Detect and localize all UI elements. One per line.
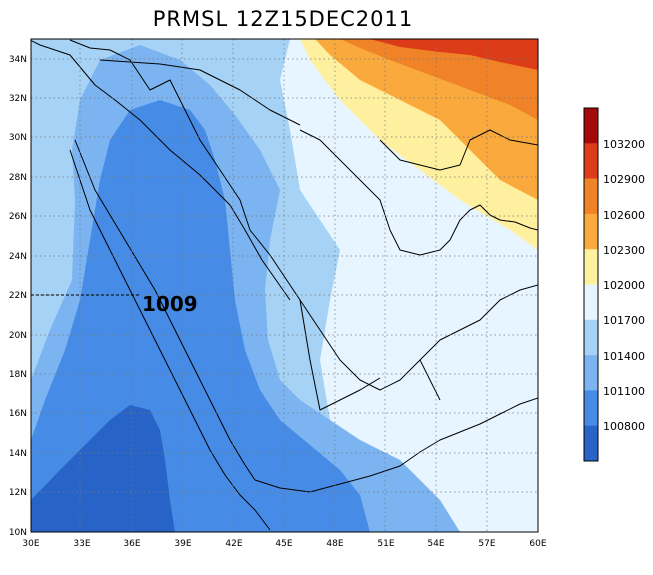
colorbar-label: 100800 xyxy=(603,420,645,433)
colorbar-swatch xyxy=(584,178,598,215)
colorbar-swatch xyxy=(584,249,598,285)
lat-tick-label: 30N xyxy=(9,133,27,143)
colorbar-swatch xyxy=(584,390,598,426)
lon-tick-label: 30E xyxy=(22,539,39,549)
colorbar-label: 102600 xyxy=(603,209,645,222)
lon-tick-label: 42E xyxy=(225,539,242,549)
colorbar-swatch xyxy=(584,284,598,321)
lat-tick-label: 10N xyxy=(9,528,27,538)
colorbar-label: 101100 xyxy=(603,385,645,398)
lat-tick-label: 16N xyxy=(9,409,27,419)
lat-tick-label: 32N xyxy=(9,94,27,104)
field-100500-region xyxy=(31,405,175,532)
lon-tick-label: 54E xyxy=(427,539,444,549)
lon-tick-label: 36E xyxy=(123,539,140,549)
lat-tick-label: 14N xyxy=(9,449,27,459)
lat-tick-label: 12N xyxy=(9,488,27,498)
colorbar-label: 102000 xyxy=(603,279,645,292)
colorbar-label: 101400 xyxy=(603,350,645,363)
field-102900-band xyxy=(370,39,538,70)
colorbar: 103200 102900 102600 102300 102000 10170… xyxy=(583,107,645,462)
colorbar-swatches xyxy=(584,108,598,462)
colorbar-swatch xyxy=(584,213,598,250)
lat-tick-label: 24N xyxy=(9,252,27,262)
map-title: PRMSL 12Z15DEC2011 xyxy=(153,7,413,31)
lon-tick-label: 60E xyxy=(529,539,546,549)
colorbar-frame xyxy=(583,107,599,462)
lat-tick-labels: 10N 12N 14N 16N 18N 20N 22N 24N 26N 28N … xyxy=(9,55,27,538)
lon-tick-label: 57E xyxy=(478,539,495,549)
coastlines xyxy=(31,39,538,531)
lat-tick-label: 20N xyxy=(9,331,27,341)
lon-tick-label: 45E xyxy=(275,539,292,549)
colorbar-swatch xyxy=(584,319,598,356)
lat-tick-label: 22N xyxy=(9,291,27,301)
lat-tick-label: 34N xyxy=(9,55,27,65)
lon-tick-labels: 30E 33E 36E 39E 42E 45E 48E 51E 54E 57E … xyxy=(22,539,546,549)
colorbar-swatch xyxy=(584,355,598,391)
map-frame xyxy=(30,38,539,533)
colorbar-label: 102300 xyxy=(603,244,645,257)
lon-tick-label: 51E xyxy=(377,539,394,549)
lon-tick-label: 33E xyxy=(73,539,90,549)
colorbar-label: 102900 xyxy=(603,173,645,186)
lat-tick-label: 26N xyxy=(9,212,27,222)
lon-tick-label: 48E xyxy=(326,539,343,549)
low-pressure-label: 1009 xyxy=(142,292,198,316)
colorbar-swatch xyxy=(584,425,598,462)
colorbar-label: 101700 xyxy=(603,314,645,327)
colorbar-label: 103200 xyxy=(603,138,645,151)
colorbar-swatch xyxy=(584,108,598,144)
lon-tick-label: 39E xyxy=(174,539,191,549)
lat-tick-label: 18N xyxy=(9,370,27,380)
colorbar-swatch xyxy=(584,143,598,179)
pressure-field xyxy=(31,39,538,532)
lat-tick-label: 28N xyxy=(9,173,27,183)
graticule xyxy=(31,39,538,532)
